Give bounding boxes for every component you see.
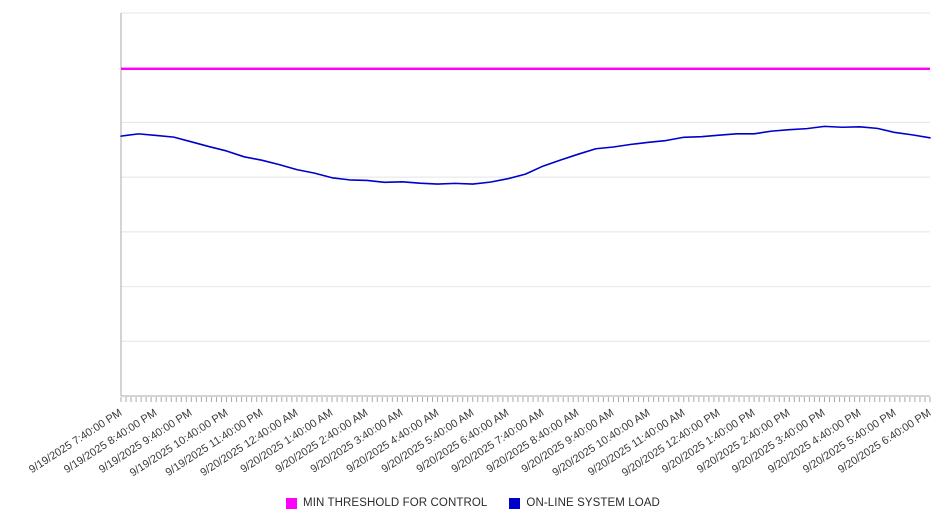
legend-entry[interactable]: ON-LINE SYSTEM LOAD bbox=[509, 497, 660, 509]
x-axis-tick-marks bbox=[120, 397, 931, 402]
data-series bbox=[120, 67, 931, 185]
legend-label: MIN THRESHOLD FOR CONTROL bbox=[303, 497, 488, 509]
legend-entry[interactable]: MIN THRESHOLD FOR CONTROL bbox=[286, 497, 487, 509]
series-line-load bbox=[120, 125, 931, 185]
legend-label: ON-LINE SYSTEM LOAD bbox=[526, 497, 660, 509]
gridlines bbox=[121, 12, 930, 397]
chart-axes bbox=[120, 13, 930, 397]
chart-legend: MIN THRESHOLD FOR CONTROL ON-LINE SYSTEM … bbox=[0, 497, 946, 509]
legend-color-swatch-icon bbox=[509, 497, 521, 509]
legend-color-swatch-icon bbox=[286, 497, 298, 509]
